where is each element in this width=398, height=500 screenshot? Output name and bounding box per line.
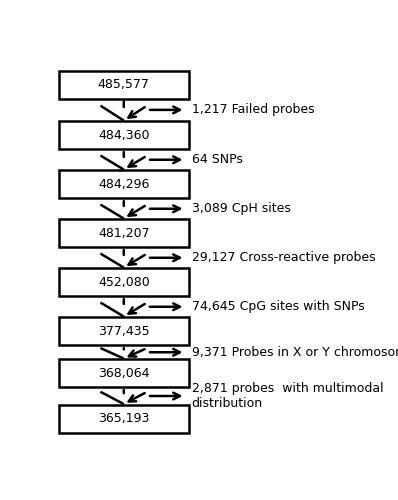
Text: 2,871 probes  with multimodal
distribution: 2,871 probes with multimodal distributio… — [192, 382, 383, 410]
Bar — [59, 405, 189, 432]
Text: 9,371 Probes in X or Y chromosome: 9,371 Probes in X or Y chromosome — [192, 346, 398, 359]
Text: 64 SNPs: 64 SNPs — [192, 153, 242, 166]
Bar — [59, 219, 189, 247]
Text: 74,645 CpG sites with SNPs: 74,645 CpG sites with SNPs — [192, 300, 365, 313]
Text: 452,080: 452,080 — [98, 276, 150, 289]
Text: 3,089 CpH sites: 3,089 CpH sites — [192, 202, 291, 215]
Text: 481,207: 481,207 — [98, 227, 150, 240]
Text: 368,064: 368,064 — [98, 367, 150, 380]
Bar — [59, 318, 189, 345]
Text: 484,296: 484,296 — [98, 178, 150, 190]
Bar — [59, 121, 189, 149]
Text: 485,577: 485,577 — [98, 78, 150, 91]
Bar — [59, 70, 189, 99]
Text: 1,217 Failed probes: 1,217 Failed probes — [192, 104, 314, 117]
Text: 484,360: 484,360 — [98, 128, 150, 142]
Bar — [59, 359, 189, 387]
Bar — [59, 170, 189, 198]
Bar — [59, 268, 189, 296]
Text: 29,127 Cross-reactive probes: 29,127 Cross-reactive probes — [192, 251, 375, 264]
Text: 365,193: 365,193 — [98, 412, 150, 425]
Text: 377,435: 377,435 — [98, 325, 150, 338]
